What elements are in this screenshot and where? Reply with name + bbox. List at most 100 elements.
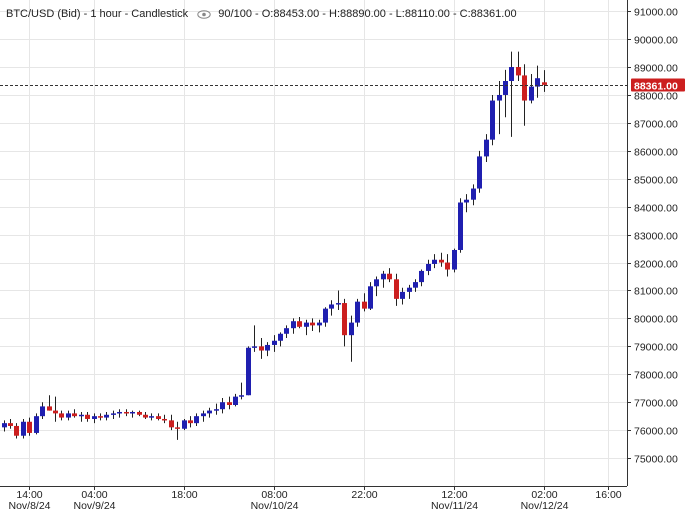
candle-body — [381, 273, 386, 280]
candle-body — [175, 427, 180, 429]
candle — [53, 396, 58, 422]
candle — [291, 318, 296, 334]
candle — [130, 410, 135, 418]
candle-body — [272, 340, 277, 345]
candle-body — [79, 414, 84, 417]
x-tick-label: 16:00 — [595, 489, 621, 501]
candle-body — [336, 303, 341, 305]
candle — [284, 325, 289, 338]
candle-body — [484, 139, 489, 157]
candle-body — [59, 413, 64, 418]
candle — [72, 409, 77, 418]
y-tick-label: 86000.00 — [634, 147, 678, 159]
candle — [227, 396, 232, 410]
candle-body — [452, 249, 457, 270]
candles-layer — [2, 51, 547, 440]
candle-body — [92, 416, 97, 419]
candle-body — [426, 263, 431, 271]
x-tick-label: 12:00 — [441, 489, 467, 501]
y-tick-label: 91000.00 — [634, 7, 678, 19]
candle-body — [111, 413, 116, 415]
candle-body — [355, 301, 360, 323]
candle — [8, 418, 13, 429]
candle — [194, 413, 199, 426]
candle — [400, 287, 405, 305]
candle — [117, 409, 122, 418]
candle — [239, 382, 244, 400]
y-tick-label: 89000.00 — [634, 63, 678, 75]
candle — [439, 252, 444, 267]
y-tick-label: 79000.00 — [634, 342, 678, 354]
x-tick-label: 18:00 — [171, 489, 197, 501]
candle — [490, 94, 495, 146]
candle — [143, 411, 148, 419]
y-tick-label: 76000.00 — [634, 426, 678, 438]
candle — [310, 318, 315, 331]
candle-body — [162, 418, 167, 421]
candle — [484, 134, 489, 162]
y-tick-label: 81000.00 — [634, 286, 678, 298]
candle — [509, 51, 514, 137]
candle — [464, 194, 469, 213]
candle — [381, 270, 386, 288]
candle — [156, 413, 161, 421]
candle-body — [323, 308, 328, 323]
candle — [79, 411, 84, 422]
candle-body — [374, 279, 379, 287]
candle — [149, 413, 154, 421]
candle — [445, 254, 450, 277]
x-tick-label: 02:00 — [531, 489, 557, 501]
y-tick-label: 88000.00 — [634, 91, 678, 103]
candle — [40, 402, 45, 419]
candle — [207, 407, 212, 418]
candle — [452, 248, 457, 273]
candle-body — [349, 322, 354, 336]
candle-body — [516, 67, 521, 76]
candle — [516, 51, 521, 81]
candle-body — [182, 420, 187, 429]
candle — [182, 418, 187, 431]
candle-body — [297, 321, 302, 327]
candle — [426, 259, 431, 276]
x-tick-label: 22:00 — [351, 489, 377, 501]
candle-body — [34, 416, 39, 433]
candle-body — [169, 420, 174, 428]
candle-body — [439, 259, 444, 263]
candle — [14, 423, 19, 439]
candle — [304, 319, 309, 336]
candle-body — [40, 406, 45, 417]
candle-body — [72, 413, 77, 417]
eye-icon[interactable] — [197, 9, 211, 19]
y-tick-label: 87000.00 — [634, 119, 678, 131]
candle-body — [220, 402, 225, 410]
candle — [542, 70, 547, 92]
candle — [188, 416, 193, 428]
y-tick-label: 82000.00 — [634, 259, 678, 271]
grid-layer — [0, 0, 627, 486]
y-tick-label: 77000.00 — [634, 398, 678, 410]
ohlc-readout: - O:88453.00 - H:88890.00 - L:88110.00 -… — [255, 8, 517, 21]
x-tick-label: 04:00 — [81, 489, 107, 501]
candle-body — [8, 423, 13, 426]
candle-body — [477, 156, 482, 189]
y-tick-label: 84000.00 — [634, 203, 678, 215]
candle — [419, 269, 424, 287]
candle-body — [284, 328, 289, 334]
y-tick-label: 90000.00 — [634, 35, 678, 47]
candle — [387, 268, 392, 283]
candle — [297, 317, 302, 329]
candle — [98, 413, 103, 421]
candle — [175, 421, 180, 440]
candle-body — [387, 273, 392, 280]
candle — [66, 410, 71, 421]
candle-body — [85, 414, 90, 419]
candle-body — [445, 262, 450, 270]
candle-body — [66, 413, 71, 418]
symbol-label: BTC/USD (Bid) - 1 hour - Candlestick — [6, 8, 189, 21]
candle-body — [201, 413, 206, 417]
candle-body — [522, 75, 527, 101]
candle-body — [265, 344, 270, 351]
last-price-label: 88361.00 — [634, 81, 678, 93]
candle — [34, 413, 39, 435]
